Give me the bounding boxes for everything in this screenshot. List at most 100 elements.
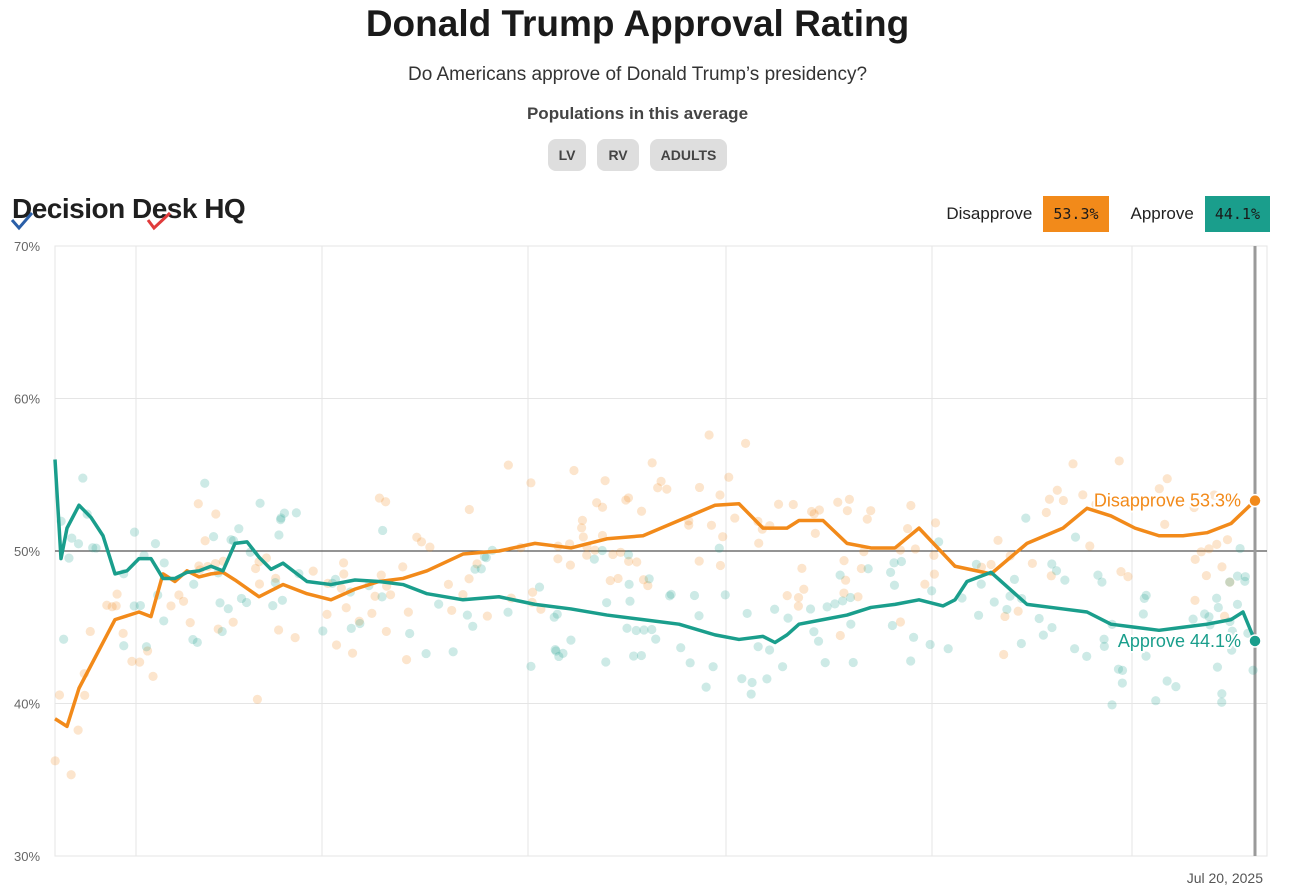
poll-dot [270,578,280,588]
poll-dot [730,513,740,523]
population-pill-lv[interactable]: LV [547,139,587,171]
poll-dot [715,560,726,571]
poll-dot [753,642,763,652]
poll-dot [73,725,83,735]
poll-dot [142,646,153,656]
poll-dot [797,563,807,574]
legend-approve-label: Approve [1130,204,1194,223]
y-tick-label: 40% [14,697,40,712]
poll-dot [929,569,939,579]
poll-dot [742,608,752,619]
poll-dot [336,583,346,593]
poll-dot [835,630,845,641]
poll-dot [308,566,318,576]
poll-dot [624,579,634,589]
poll-dot [1212,593,1222,603]
poll-dot [799,584,809,594]
poll-dot [1212,539,1222,549]
poll-dot [809,509,819,519]
poll-dot [666,589,676,599]
poll-dot [67,533,77,543]
poll-dot [1099,641,1109,651]
poll-dot [1240,576,1250,586]
poll-dot [839,588,849,598]
legend-approve-value: 44.1% [1204,196,1270,232]
poll-dot [1189,502,1199,513]
poll-dot [896,556,907,567]
poll-dot [346,623,356,633]
poll-dot [1052,485,1062,495]
logo-text: Decision Desk HQ [12,193,246,224]
poll-dot [754,538,764,548]
poll-dot [458,589,468,600]
poll-dot [600,476,610,486]
poll-dot [993,535,1003,545]
poll-dot [701,682,711,692]
poll-dot [234,524,244,534]
poll-dot [102,600,112,610]
poll-dot [464,504,474,515]
poll-dot [150,539,161,549]
poll-dot [925,639,935,650]
poll-dot [1154,484,1164,494]
poll-dot [462,610,472,620]
poll-dot [689,590,700,601]
population-pill-adults[interactable]: ADULTS [649,139,728,171]
poll-dot [291,508,301,518]
poll-dot [566,635,576,645]
poll-dot [1138,609,1148,619]
poll-dot [448,647,458,657]
poll-dot [159,558,169,568]
poll-dot [434,599,444,609]
poll-dot [838,596,848,606]
poll-dot [1141,590,1151,601]
poll-dot [354,616,364,626]
poll-dot [381,626,391,637]
y-tick-label: 50% [14,544,40,559]
poll-dot [656,476,666,487]
poll-dot [405,628,415,639]
poll-dot [482,611,492,621]
poll-dot [1034,613,1044,624]
poll-dot [833,497,843,507]
poll-dot [589,554,599,564]
poll-dot [999,649,1009,660]
poll-dot [1027,558,1037,569]
poll-dot [783,613,793,623]
population-pill-rv[interactable]: RV [597,139,639,171]
poll-dot [274,625,284,635]
series-end-label-disapprove: Disapprove 53.3% [1094,491,1241,511]
poll-dot [989,597,999,607]
poll-dot [1232,599,1243,609]
series-end-dot-approve [1248,634,1262,648]
poll-dot [107,602,117,612]
poll-dot [1137,636,1148,646]
poll-dot [553,554,563,564]
poll-dot [1114,456,1124,466]
poll-dot [608,549,618,560]
poll-dot [986,559,996,570]
poll-dot [470,564,480,574]
poll-dot [623,493,634,503]
poll-dot [1204,544,1214,554]
poll-dot [185,617,195,628]
poll-dot [1227,626,1237,636]
poll-dot [1123,572,1133,582]
poll-dot [885,567,896,577]
poll-dot [274,530,284,540]
poll-dot [226,535,236,545]
poll-dot [906,656,916,666]
poll-dot [841,575,851,585]
poll-dot [1139,593,1149,603]
poll-dot [638,575,649,585]
poll-dot [793,592,804,603]
poll-dot [621,495,631,505]
poll-dot [1044,494,1055,504]
poll-dot [1013,606,1023,616]
poll-dot [1188,614,1198,624]
chart-title: Donald Trump Approval Rating [365,3,910,44]
poll-dot [421,648,431,659]
poll-dot [746,689,756,699]
poll-dot [1082,651,1092,662]
poll-dot [632,557,642,567]
